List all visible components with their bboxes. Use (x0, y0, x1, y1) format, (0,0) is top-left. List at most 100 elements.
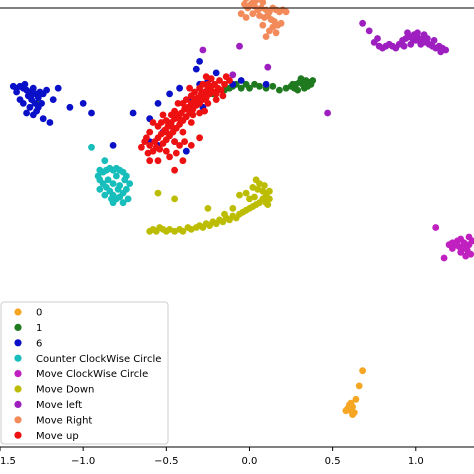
point-move-up (171, 166, 179, 174)
point-move-left (430, 37, 438, 44)
legend-label-move-clockwise-circle: Move ClockWise Circle (36, 369, 148, 380)
point-move-clockwise-circle (440, 254, 448, 262)
legend-marker-6 (14, 339, 22, 347)
point-counter-clockwise-circle (113, 172, 120, 180)
point-move-up (162, 147, 170, 155)
legend-label-6: 6 (36, 338, 42, 349)
point-6 (54, 84, 62, 92)
point-move-down (266, 187, 273, 195)
point-counter-clockwise-circle (124, 195, 132, 203)
point-move-right (249, 10, 257, 18)
point-6 (79, 100, 87, 107)
point-move-left (365, 27, 373, 35)
legend-label-counter-clockwise-circle: Counter ClockWise Circle (36, 354, 161, 365)
point-move-down (236, 191, 243, 199)
legend-label-1: 1 (36, 323, 42, 334)
point-move-down (266, 195, 273, 203)
point-counter-clockwise-circle (121, 176, 129, 184)
point-counter-clockwise-circle (119, 199, 127, 207)
point-move-up (216, 77, 223, 84)
point-move-up (159, 111, 167, 119)
point-move-up (157, 119, 165, 126)
point-move-down (204, 205, 212, 212)
legend-label-move-down: Move Down (36, 385, 94, 396)
point-move-clockwise-circle (457, 248, 465, 256)
point-move-up (176, 115, 184, 123)
point-move-down (249, 184, 257, 191)
point-move-left (264, 63, 272, 71)
legend-marker-move-left (14, 400, 22, 408)
point-0 (342, 407, 350, 415)
point-move-up (186, 84, 194, 92)
point-6 (154, 100, 162, 107)
point-move-up (199, 80, 207, 88)
series-counter-clockwise-circle (88, 143, 134, 207)
legend-marker-move-down (14, 385, 22, 393)
point-move-up (149, 119, 157, 126)
point-move-up (172, 149, 180, 157)
point-move-up (219, 92, 227, 100)
series-move-right (237, 0, 290, 40)
point-move-up (181, 138, 189, 146)
point-move-up (212, 90, 220, 98)
point-0 (352, 395, 360, 403)
point-6 (196, 58, 204, 65)
point-move-up (226, 77, 233, 84)
point-counter-clockwise-circle (104, 176, 112, 184)
point-move-right (272, 29, 280, 37)
point-move-up (182, 96, 190, 103)
point-move-left (404, 29, 411, 37)
point-move-left (414, 29, 421, 37)
point-move-right (256, 12, 263, 19)
point-move-up (141, 138, 149, 146)
point-move-right (237, 10, 245, 18)
point-move-left (407, 40, 415, 48)
point-move-up (144, 149, 152, 157)
point-1 (276, 86, 283, 94)
point-6 (21, 80, 29, 88)
point-0 (349, 411, 356, 418)
point-0 (355, 382, 363, 390)
point-counter-clockwise-circle (88, 143, 95, 151)
legend-marker-move-up (14, 431, 22, 439)
x-tick-label: 1.0 (408, 456, 424, 467)
series-move-up (138, 73, 233, 174)
point-6 (29, 84, 37, 92)
point-move-down (261, 182, 268, 189)
point-counter-clockwise-circle (96, 185, 104, 193)
point-move-down (229, 205, 237, 212)
point-move-clockwise-circle (432, 224, 440, 231)
legend-marker-counter-clockwise-circle (14, 354, 22, 362)
point-move-left (359, 19, 366, 27)
point-6 (29, 111, 37, 119)
legend-label-0: 0 (36, 308, 42, 319)
point-move-down (259, 187, 267, 195)
point-6 (109, 142, 117, 149)
point-6 (49, 96, 57, 103)
point-move-up (171, 138, 179, 146)
point-1 (297, 75, 305, 82)
point-move-up (156, 145, 164, 153)
point-move-right (259, 21, 267, 29)
point-6 (212, 69, 220, 77)
point-0 (359, 367, 366, 375)
x-ticks: 1.5 −1.0 −0.5 0.0 0.5 1.0 (0, 447, 424, 467)
point-counter-clockwise-circle (126, 180, 134, 188)
point-1 (237, 84, 245, 92)
point-move-right (282, 8, 290, 16)
point-move-up (221, 80, 228, 88)
x-tick-label: 1.5 (0, 456, 16, 467)
point-6 (182, 147, 190, 155)
point-move-up (146, 157, 154, 165)
point-move-up (217, 86, 225, 94)
legend-label-move-up: Move up (36, 431, 79, 442)
point-move-left (374, 35, 381, 42)
point-6 (38, 100, 45, 107)
point-move-up (166, 153, 174, 161)
legend-marker-1 (14, 323, 22, 331)
point-counter-clockwise-circle (109, 199, 117, 207)
point-move-clockwise-circle (460, 239, 468, 247)
point-6 (13, 88, 20, 96)
point-6 (237, 77, 245, 84)
